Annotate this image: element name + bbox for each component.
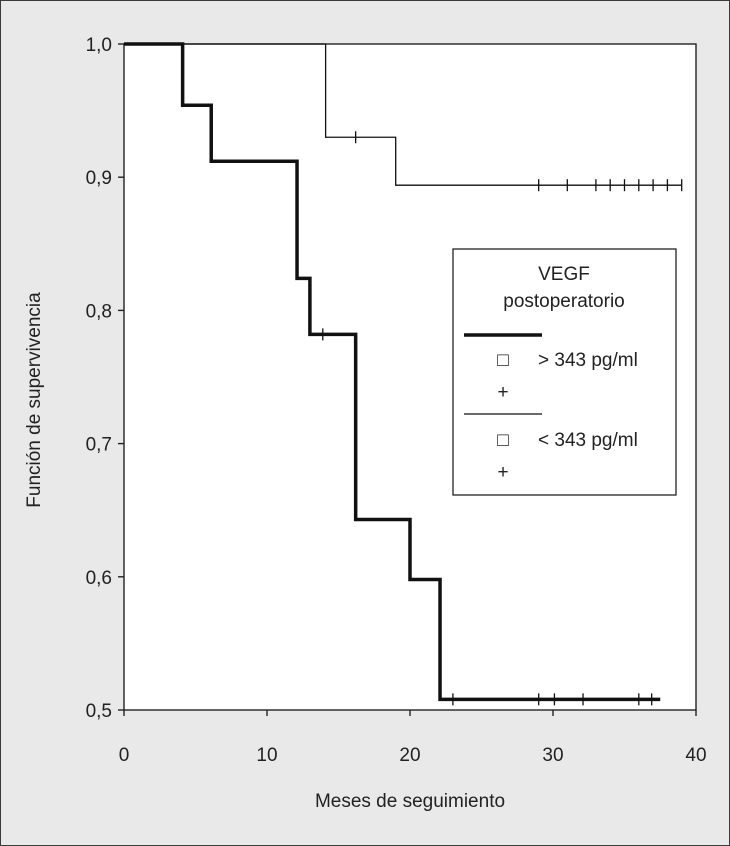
legend-censor-low: + xyxy=(497,462,508,483)
legend-square-high: □ xyxy=(497,350,509,371)
y-axis-title: Función de supervivencia xyxy=(24,292,45,508)
x-axis-title: Meses de seguimiento xyxy=(315,791,505,812)
legend-title-line1: VEGF xyxy=(538,264,590,285)
y-tick-label: 0,6 xyxy=(86,568,112,589)
x-tick-label: 10 xyxy=(256,745,277,766)
survival-curve-low xyxy=(124,43,682,186)
survival-curve-high xyxy=(124,42,661,702)
x-axis: 0 10 20 30 40 xyxy=(119,710,707,766)
x-tick-label: 30 xyxy=(542,745,563,766)
series-layer xyxy=(124,42,683,706)
legend-box xyxy=(452,248,677,496)
y-axis: 0,5 0,6 0,7 0,8 0,9 1,0 xyxy=(86,35,124,722)
y-tick-label: 0,7 xyxy=(86,435,112,456)
y-tick-label: 1,0 xyxy=(86,35,112,56)
legend-label-high: > 343 pg/ml xyxy=(538,350,638,371)
legend-label-low: < 343 pg/ml xyxy=(538,430,638,451)
y-tick-label: 0,9 xyxy=(86,168,112,189)
y-tick-label: 0,8 xyxy=(86,301,112,322)
legend: VEGF postoperatorio □ > 343 pg/ml + □ < … xyxy=(452,248,677,496)
x-tick-label: 40 xyxy=(685,745,706,766)
legend-censor-high: + xyxy=(497,382,508,403)
legend-title-line2: postoperatorio xyxy=(503,291,624,312)
y-tick-label: 0,5 xyxy=(86,701,112,722)
legend-square-low: □ xyxy=(497,430,509,451)
x-tick-label: 0 xyxy=(119,745,130,766)
x-tick-label: 20 xyxy=(399,745,420,766)
